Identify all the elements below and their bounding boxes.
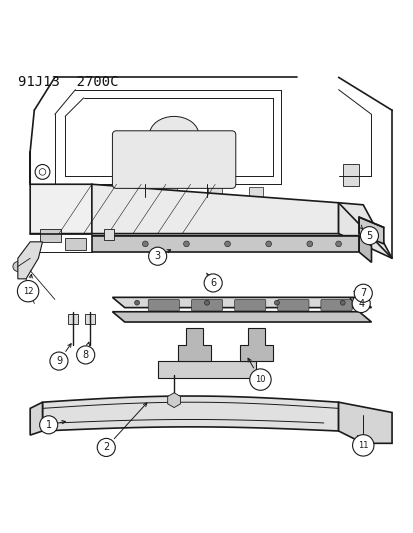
Bar xyxy=(68,314,78,324)
Text: 11: 11 xyxy=(357,441,368,450)
Polygon shape xyxy=(30,151,104,233)
Polygon shape xyxy=(92,184,338,233)
Bar xyxy=(104,230,114,240)
Circle shape xyxy=(359,227,377,245)
Ellipse shape xyxy=(149,116,198,154)
Circle shape xyxy=(249,369,271,390)
Bar xyxy=(145,196,206,199)
Circle shape xyxy=(76,346,95,364)
Text: 9: 9 xyxy=(56,356,62,366)
Polygon shape xyxy=(157,361,256,377)
Polygon shape xyxy=(338,402,391,443)
Circle shape xyxy=(35,165,50,179)
Circle shape xyxy=(50,352,68,370)
Circle shape xyxy=(40,416,57,434)
FancyBboxPatch shape xyxy=(277,300,308,311)
Circle shape xyxy=(142,241,148,247)
Circle shape xyxy=(274,300,279,305)
Circle shape xyxy=(204,300,209,305)
Bar xyxy=(162,187,176,199)
Text: 6: 6 xyxy=(210,278,216,288)
Circle shape xyxy=(265,241,271,247)
Polygon shape xyxy=(43,396,338,431)
Circle shape xyxy=(224,241,230,247)
Polygon shape xyxy=(358,217,383,244)
Text: 12: 12 xyxy=(23,287,33,296)
Bar xyxy=(65,238,85,250)
Polygon shape xyxy=(18,242,43,279)
Text: 91J13  2700C: 91J13 2700C xyxy=(18,75,118,90)
Polygon shape xyxy=(92,236,358,252)
Bar xyxy=(248,187,263,199)
Polygon shape xyxy=(30,402,43,435)
Polygon shape xyxy=(112,297,370,308)
Text: 4: 4 xyxy=(357,298,363,309)
Text: 7: 7 xyxy=(359,288,366,298)
Polygon shape xyxy=(239,328,272,361)
Polygon shape xyxy=(178,328,211,361)
Circle shape xyxy=(97,438,115,456)
FancyBboxPatch shape xyxy=(234,300,265,311)
Bar xyxy=(207,187,222,199)
Text: 1: 1 xyxy=(45,420,52,430)
Bar xyxy=(40,230,61,242)
Circle shape xyxy=(351,294,369,312)
Text: 2: 2 xyxy=(103,442,109,453)
Polygon shape xyxy=(92,236,370,246)
FancyBboxPatch shape xyxy=(320,300,351,311)
FancyBboxPatch shape xyxy=(191,300,222,311)
Circle shape xyxy=(339,300,344,305)
Circle shape xyxy=(13,262,23,271)
Circle shape xyxy=(134,300,139,305)
Circle shape xyxy=(335,241,341,247)
Text: 3: 3 xyxy=(154,251,160,261)
Polygon shape xyxy=(112,312,370,322)
Text: 10: 10 xyxy=(254,375,265,384)
Circle shape xyxy=(183,241,189,247)
Bar xyxy=(85,314,95,324)
Circle shape xyxy=(354,284,371,302)
Bar xyxy=(342,164,358,187)
Circle shape xyxy=(204,274,222,292)
Polygon shape xyxy=(338,203,391,259)
Circle shape xyxy=(352,435,373,456)
Polygon shape xyxy=(358,236,370,262)
Circle shape xyxy=(306,241,312,247)
Text: 8: 8 xyxy=(83,350,88,360)
Circle shape xyxy=(148,247,166,265)
FancyBboxPatch shape xyxy=(148,300,179,311)
FancyBboxPatch shape xyxy=(112,131,235,188)
Bar xyxy=(117,187,131,199)
Circle shape xyxy=(17,280,39,302)
Text: 5: 5 xyxy=(366,231,372,241)
